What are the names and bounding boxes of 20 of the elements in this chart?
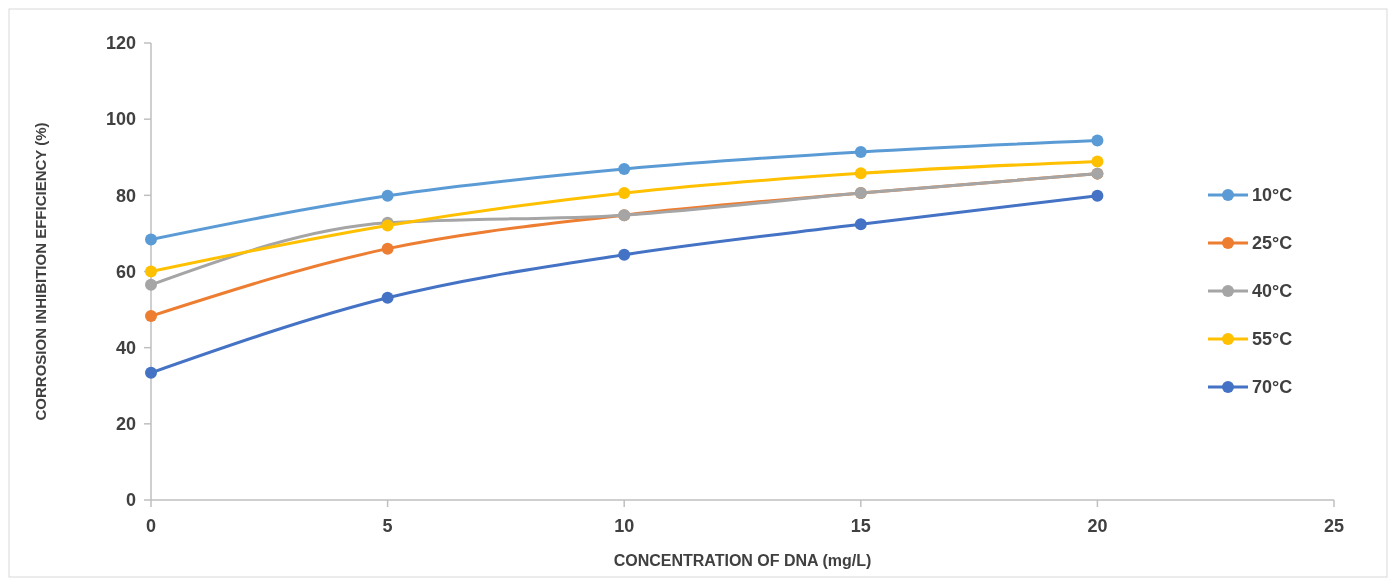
- y-tick-label: 100: [105, 109, 136, 130]
- x-tick-label: 0: [145, 516, 157, 536]
- x-tick-label: 25: [1323, 516, 1345, 536]
- y-tick-label: 0: [125, 490, 136, 511]
- x-tick-label: 20: [1087, 516, 1108, 536]
- legend-label: 70°C: [1252, 377, 1293, 398]
- y-tick-label: 120: [105, 33, 136, 54]
- y-tick-label: 40: [115, 337, 136, 358]
- x-tick-label: 5: [382, 516, 393, 536]
- x-axis-title: CONCENTRATION OF DNA (mg/L): [613, 552, 872, 569]
- legend-label: 40°C: [1252, 281, 1293, 302]
- y-axis-title: CORROSION INHIBITION EFFICIENCY (%): [32, 122, 49, 421]
- y-tick-label: 60: [115, 261, 136, 282]
- legend-label: 10°C: [1252, 185, 1293, 206]
- y-tick-label: 20: [115, 414, 136, 435]
- legend-label: 55°C: [1252, 329, 1293, 350]
- x-tick-label: 15: [850, 516, 871, 536]
- x-tick-label: 10: [614, 516, 635, 536]
- legend-label: 25°C: [1252, 233, 1293, 254]
- y-tick-label: 80: [115, 185, 136, 206]
